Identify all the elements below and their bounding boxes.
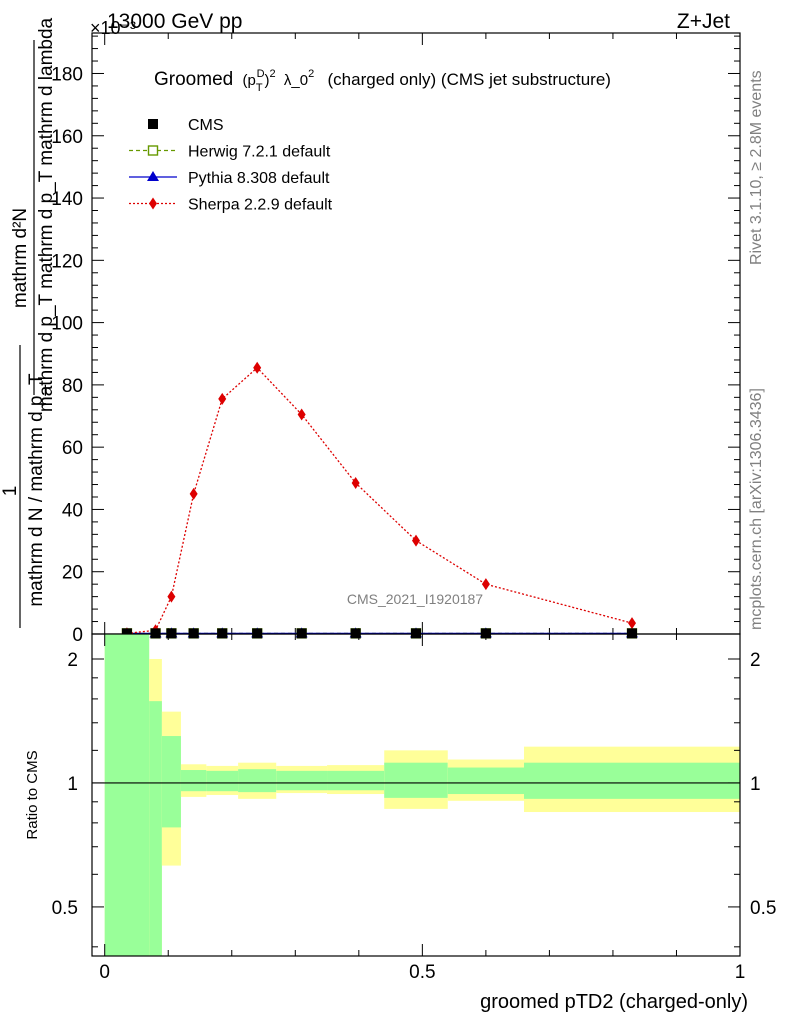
sherpa-point <box>297 408 306 421</box>
title-sup-D: D <box>257 68 265 80</box>
legend-marker-sherpa <box>149 197 157 210</box>
title-sub-T: T <box>256 82 263 94</box>
cms-data-point <box>188 628 199 639</box>
ratio-stat-band <box>149 701 162 956</box>
ratio-stat-band <box>180 770 207 792</box>
ratio-y-title: Ratio to CMS <box>24 750 41 839</box>
legend-marker-pythia <box>147 171 159 181</box>
cms-data-point <box>411 628 421 639</box>
cms-data-point <box>627 628 637 639</box>
ratio-bands <box>104 634 740 956</box>
y-tick-label: 160 <box>51 127 83 148</box>
ratio-panel: 0.5 0.51 12 2 0 0.5 1 Ratio to CMS groomed pT… <box>24 633 776 1013</box>
sherpa-point <box>628 617 636 630</box>
y-tick-label: 80 <box>62 376 83 397</box>
legend: CMS Herwig 7.2.1 default Pythia 8.308 defa… <box>129 117 333 214</box>
ratio-stat-band <box>327 770 385 791</box>
main-series <box>120 361 638 640</box>
title-groomed: Groomed <box>154 69 233 90</box>
main-panel: 0 20 40 60 80 100 120 140 160 180 CMS_2021_I19201… <box>0 17 741 646</box>
y-tick-label: 100 <box>51 314 83 335</box>
legend-label: Herwig 7.2.1 default <box>188 144 331 161</box>
ratio-y-tick-label: 1 <box>67 774 78 795</box>
x-tick-label: 1 <box>735 962 746 983</box>
ratio-y-tick-label-right: 1 <box>750 774 761 795</box>
sherpa-point <box>167 590 176 603</box>
ratio-stat-band <box>104 634 150 956</box>
y-tick-label: 180 <box>51 64 83 85</box>
sherpa-point <box>351 476 360 489</box>
y-tick-label: 0 <box>72 625 83 646</box>
ratio-y-axis: 0.5 0.5 1 1 2 2 <box>52 650 776 948</box>
y-title-numerator: mathrm d²N <box>10 208 31 308</box>
legend-label: CMS <box>188 117 224 134</box>
sherpa-point <box>218 392 227 405</box>
sherpa-point <box>481 578 490 591</box>
cms-data-point <box>480 628 491 639</box>
analysis-watermark: CMS_2021_I1920187 <box>347 591 483 607</box>
cms-data-point <box>166 628 177 639</box>
ratio-y-tick-label-right: 2 <box>750 650 761 671</box>
cms-data-point <box>296 628 307 639</box>
x-tick-label: 0 <box>99 962 110 983</box>
ratio-stat-band <box>447 767 524 795</box>
title-sup-2b: 2 <box>308 68 314 80</box>
y-tick-label: 40 <box>62 500 83 521</box>
y-axis-title: mathrm d²N mathrm d p_T mathrm d p_T mat… <box>0 17 57 628</box>
cms-data-point <box>350 628 361 639</box>
cms-data-point <box>150 628 161 639</box>
y-tick-label: 60 <box>62 438 83 459</box>
y-tick-label: 120 <box>51 251 83 272</box>
main-y-axis: 0 20 40 60 80 100 120 140 160 180 <box>51 33 741 646</box>
sherpa-point <box>412 534 420 547</box>
x-axis: 0 0.5 1 <box>99 634 745 983</box>
cms-data-point <box>252 628 263 639</box>
ratio-stat-band <box>524 762 740 799</box>
ratio-stat-band <box>276 770 328 791</box>
ratio-stat-band <box>238 769 277 793</box>
y-tick-label: 140 <box>51 189 83 210</box>
title-sup-2: 2 <box>270 68 276 80</box>
y-title-one: 1 <box>0 486 21 497</box>
ratio-y-tick-label: 0.5 <box>52 898 78 919</box>
ratio-y-tick-label-right: 0.5 <box>750 898 776 919</box>
ratio-frame <box>91 633 741 957</box>
rivet-version: Rivet 3.1.10, ≥ 2.8M events <box>748 70 765 265</box>
legend-marker-herwig <box>147 145 159 156</box>
title-paren: (p <box>242 72 255 89</box>
legend-label: Pythia 8.308 default <box>188 170 330 187</box>
title-rest: (charged only) (CMS jet substructure) <box>328 70 611 89</box>
header-process: Z+Jet <box>677 10 730 33</box>
legend-label: Sherpa 2.2.9 default <box>188 197 333 214</box>
y-title-denominator: mathrm d p_T mathrm d p_T mathrm d lambd… <box>36 17 57 412</box>
y-tick-label: 20 <box>62 563 83 584</box>
plot-title: Groomed (pTD)2 λ_02 (charged only) (CMS … <box>154 61 611 94</box>
header-energy: 13000 GeV pp <box>107 10 242 33</box>
ratio-stat-band <box>384 762 448 798</box>
title-lambda: λ_0 <box>284 72 308 89</box>
ratio-stat-band <box>161 736 181 828</box>
legend-marker-cms <box>148 119 158 129</box>
title-close: ) <box>265 72 270 89</box>
sherpa-point <box>253 361 262 374</box>
ratio-y-tick-label: 2 <box>67 650 78 671</box>
cms-data-point <box>121 628 132 639</box>
cms-data-point <box>217 628 228 639</box>
ratio-stat-band <box>206 770 239 792</box>
x-tick-label: 0.5 <box>409 962 435 983</box>
y-title-prefactor: mathrm d N / mathrm d p_T <box>26 373 47 607</box>
mcplots-credit: mcplots.cern.ch [arXiv:1306.3436] <box>748 388 765 630</box>
x-axis-title: groomed pTD2 (charged-only) <box>480 991 748 1013</box>
sherpa-point <box>189 487 198 500</box>
